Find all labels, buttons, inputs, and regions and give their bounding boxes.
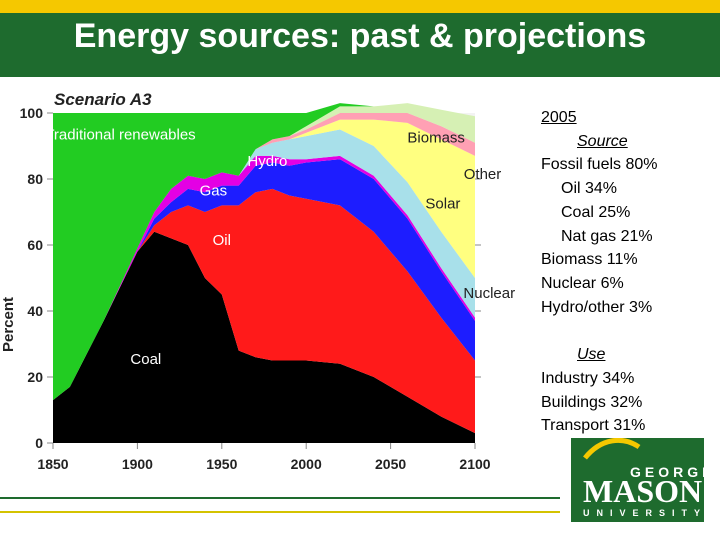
source-item: Nat gas 21% [561,227,653,245]
logo-main-text: MASON [583,473,702,509]
y-tick-label: 40 [27,303,43,319]
area-solar [53,119,475,401]
x-tick-label: 2100 [459,456,490,472]
series-label: Biomass [407,130,465,147]
x-tick-label: 2000 [291,456,322,472]
area-gas [53,159,475,401]
top-accent-stripe [0,0,720,13]
y-axis-label: Percent [0,297,17,352]
area-coal [53,231,475,443]
university-logo: GEORGE MASON UNIVERSITY [571,437,711,522]
chart-title: Scenario A3 [54,90,152,109]
use-item: Transport 31% [541,417,646,435]
legend-year: 2005 [541,109,577,126]
series-label: Gas [200,183,228,200]
source-item: Nuclear 6% [541,274,624,292]
series-label: Nuclear [463,285,515,302]
use-item: Buildings 32% [541,393,643,411]
y-tick-label: 100 [20,105,44,121]
area-traditional-renewables [53,103,475,401]
logo-bottom-text: UNIVERSITY [583,508,704,518]
footer-green-line [0,497,560,499]
source-item: Oil 34% [561,180,618,198]
source-item: Hydro/other 3% [541,298,653,316]
stacked-area-chart: 0 20 40 60 80 100 1850 1900 1950 2000 2050 2100 Coa… [0,80,530,480]
slide-title: Energy sources: past & projections [73,17,647,55]
x-tick-label: 1900 [122,456,153,472]
logo-swoosh [583,437,641,460]
axis-layer: 0 20 40 60 80 100 1850 1900 1950 2000 2050 2100 [20,105,491,472]
series-label: Hydro [247,153,287,170]
x-tick-label: 1850 [37,456,68,472]
logo-top-text: GEORGE [630,464,704,480]
series-label: Oil [213,232,231,249]
x-tick-label: 1950 [206,456,237,472]
source-item: Biomass 11% [541,251,638,269]
series-label: Traditional renewables [45,126,195,143]
x-tick-label: 2050 [375,456,406,472]
source-item: Fossil fuels 80% [541,156,658,174]
series-label: Solar [425,196,460,213]
source-item: Coal 25% [561,203,631,221]
y-tick-label: 0 [35,435,43,451]
university-logo-mark: GEORGE MASON UNIVERSITY [583,437,711,518]
energy-share-legend: 2005 Source Fossil fuels 80% Oil 34% Coa… [541,106,658,438]
series-label: Coal [130,351,161,368]
use-heading: Use [577,346,606,364]
y-tick-label: 80 [27,171,43,187]
area-oil [53,188,475,434]
y-tick-label: 20 [27,369,43,385]
y-tick-label: 60 [27,237,43,253]
area-layers [53,103,475,443]
footer-gold-line [0,511,560,513]
source-heading: Source [577,132,628,150]
series-label: Other [464,166,502,183]
title-bar [0,13,720,77]
use-item: Industry 34% [541,370,635,388]
